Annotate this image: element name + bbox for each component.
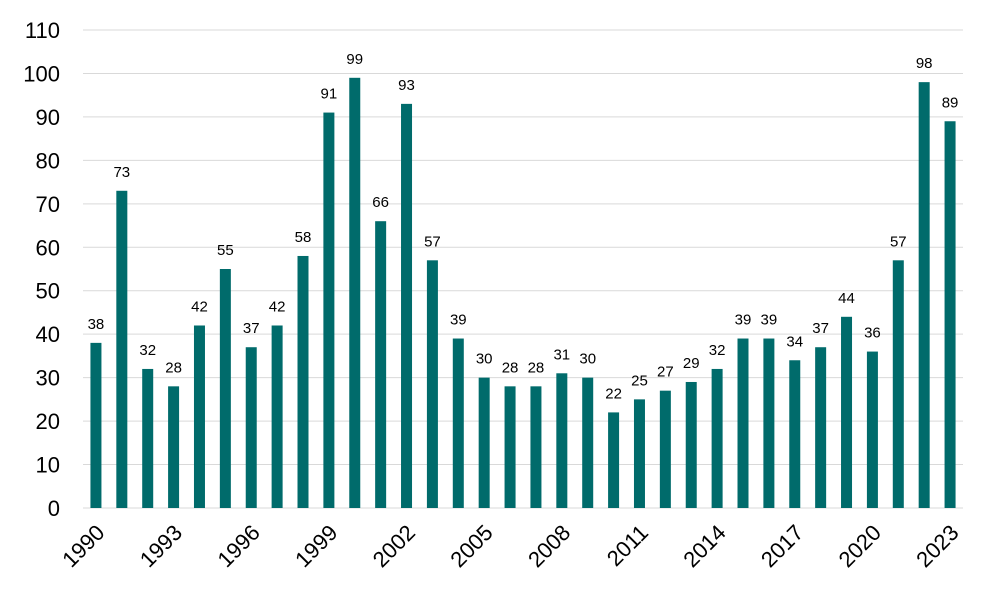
bar-2002	[401, 103, 413, 508]
bar-2000	[349, 77, 361, 509]
data-label-2016: 39	[761, 312, 778, 329]
bar-1991	[116, 190, 128, 509]
y-tick-label: 110	[25, 18, 60, 43]
bars	[90, 77, 956, 509]
y-tick-label: 20	[36, 409, 60, 434]
data-label-2004: 39	[450, 312, 467, 329]
bar-2017	[789, 360, 801, 508]
x-tick-label: 2017	[756, 520, 808, 572]
data-label-2002: 93	[398, 77, 415, 94]
data-label-1993: 28	[165, 359, 182, 376]
data-label-2013: 29	[683, 355, 700, 372]
data-label-2010: 22	[605, 385, 622, 402]
bar-1999	[323, 112, 335, 509]
y-tick-label: 10	[36, 453, 60, 478]
data-label-2015: 39	[735, 312, 752, 329]
bar-2019	[841, 316, 853, 508]
bar-2020	[866, 351, 878, 508]
bar-1992	[142, 368, 154, 508]
data-label-1992: 32	[139, 342, 156, 359]
x-tick-label: 2014	[678, 520, 730, 572]
bar-2008	[556, 373, 568, 508]
x-tick-label: 2002	[368, 520, 420, 572]
bar-2006	[504, 386, 516, 508]
bar-1997	[271, 325, 283, 508]
bar-1995	[219, 269, 231, 508]
x-tick-label: 1990	[57, 520, 109, 572]
y-tick-label: 70	[36, 192, 60, 217]
data-label-2012: 27	[657, 364, 674, 381]
bar-2005	[478, 377, 490, 508]
bar-2014	[711, 368, 723, 508]
x-tick-label: 1996	[212, 520, 264, 572]
bar-2003	[426, 260, 438, 508]
y-tick-label: 100	[23, 61, 60, 86]
y-tick-label: 80	[36, 148, 60, 173]
data-label-1991: 73	[113, 164, 130, 181]
x-tick-label: 1993	[135, 520, 187, 572]
x-tick-label: 1999	[290, 520, 342, 572]
bar-2023	[944, 121, 956, 508]
bar-2007	[530, 386, 542, 508]
data-labels: 38 73 32 28 42 55 37 42 58 91 99 66 93 57 39 30 28 28 31 30…	[88, 51, 959, 403]
bar-2018	[815, 347, 827, 508]
bar-2015	[737, 338, 749, 508]
bar-2001	[375, 221, 387, 508]
data-label-2014: 32	[709, 342, 726, 359]
gridlines	[83, 29, 963, 509]
data-label-2000: 99	[346, 51, 363, 68]
bar-2016	[763, 338, 775, 508]
data-label-2021: 57	[890, 233, 907, 250]
data-label-1994: 42	[191, 298, 208, 315]
data-label-2008: 31	[553, 346, 570, 363]
bar-2021	[892, 260, 904, 508]
bar-1998	[297, 255, 309, 508]
bar-1990	[90, 342, 102, 508]
bar-2022	[918, 82, 930, 509]
bar-2004	[452, 338, 464, 508]
data-label-2019: 44	[838, 290, 855, 307]
bar-1996	[245, 347, 257, 508]
data-label-2009: 30	[579, 351, 596, 368]
data-label-2020: 36	[864, 325, 881, 342]
data-label-1999: 91	[321, 86, 338, 103]
y-tick-label: 0	[48, 496, 60, 521]
y-tick-label: 60	[36, 235, 60, 260]
data-label-1990: 38	[88, 316, 105, 333]
bar-2009	[582, 377, 594, 508]
y-axis-tick-labels: 0 10 20 30 40 50 60 70 80 90 100 110	[23, 18, 60, 521]
data-label-2022: 98	[916, 55, 933, 72]
bar-2010	[608, 412, 620, 508]
data-label-2023: 89	[942, 94, 959, 111]
data-label-2001: 66	[372, 194, 389, 211]
y-tick-label: 40	[36, 322, 60, 347]
bar-2011	[633, 399, 645, 508]
bar-1994	[193, 325, 205, 508]
data-label-2003: 57	[424, 233, 441, 250]
x-axis-tick-labels: 1990 1993 1996 1999 2002 2005 2008 2011 2014 2017…	[57, 520, 963, 572]
y-tick-label: 50	[36, 279, 60, 304]
data-label-2018: 37	[812, 320, 829, 337]
x-tick-label: 2005	[445, 520, 497, 572]
data-label-2006: 28	[502, 359, 519, 376]
data-label-2011: 25	[631, 372, 648, 389]
bar-2012	[659, 390, 671, 508]
data-label-2017: 34	[786, 333, 803, 350]
x-tick-label: 2008	[523, 520, 575, 572]
data-label-2007: 28	[528, 359, 545, 376]
y-tick-label: 90	[36, 105, 60, 130]
bar-1993	[168, 386, 180, 508]
data-label-1996: 37	[243, 320, 260, 337]
data-label-1995: 55	[217, 242, 234, 259]
x-tick-label: 2011	[602, 520, 653, 571]
data-label-1998: 58	[295, 229, 312, 246]
bar-2013	[685, 381, 697, 508]
x-tick-label: 2023	[911, 520, 963, 572]
data-label-2005: 30	[476, 351, 493, 368]
y-tick-label: 30	[36, 366, 60, 391]
data-label-1997: 42	[269, 298, 286, 315]
x-tick-label: 2020	[834, 520, 886, 572]
